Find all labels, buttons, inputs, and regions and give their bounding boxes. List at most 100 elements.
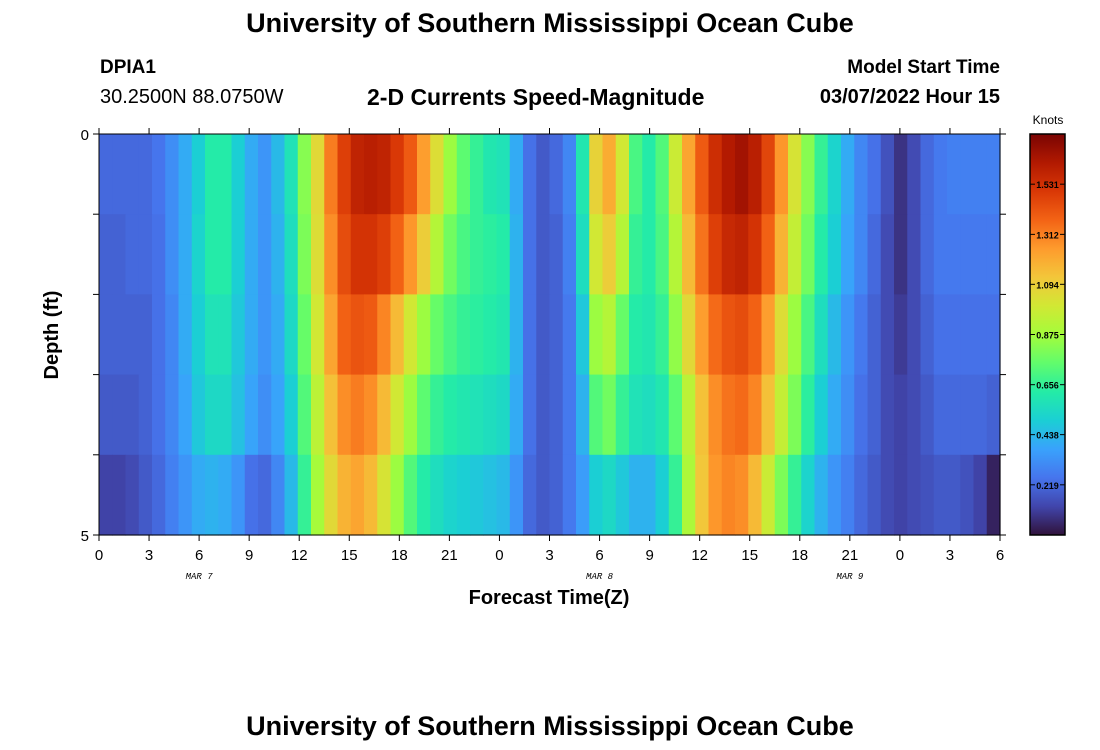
x-tick-label: 3	[545, 547, 553, 564]
x-tick-label: 6	[595, 547, 603, 564]
heatmap-cell	[417, 214, 431, 295]
heatmap-cell	[761, 374, 776, 456]
heatmap-cell	[536, 134, 551, 215]
heatmap-cell	[748, 214, 763, 295]
heatmap-cell	[562, 214, 577, 295]
heatmap-cell	[947, 294, 961, 376]
chart-title: 2-D Currents Speed-Magnitude	[367, 84, 705, 110]
heatmap-cell	[297, 374, 312, 456]
heatmap-cell	[827, 134, 842, 215]
heatmap-cell	[417, 454, 431, 536]
heatmap-cell	[668, 374, 683, 456]
x-tick-label: 15	[741, 547, 758, 564]
heatmap-cell	[682, 454, 696, 536]
heatmap-cell	[271, 134, 286, 215]
heatmap-cell	[920, 454, 935, 536]
heatmap-cell	[907, 214, 922, 295]
heatmap-cell	[708, 134, 723, 215]
heatmap-cell	[483, 454, 498, 536]
heatmap-cell	[152, 214, 166, 295]
heatmap-cell	[973, 294, 988, 376]
heatmap-cell	[509, 214, 524, 295]
heatmap-cell	[258, 214, 272, 295]
heatmap-cell	[350, 294, 365, 376]
heatmap-cell	[178, 134, 193, 215]
heatmap-cell	[311, 294, 325, 376]
heatmap-cell	[205, 134, 219, 215]
heatmap-cell	[682, 294, 696, 376]
x-tick-label: 15	[341, 547, 358, 564]
heatmap-cell	[152, 374, 166, 456]
heatmap-cell	[523, 214, 537, 295]
heatmap-cell	[682, 134, 696, 215]
heatmap-cell	[271, 214, 286, 295]
colorbar-tick-label: 0.219	[1036, 481, 1059, 491]
heatmap-cell	[112, 454, 127, 536]
heatmap-cell	[655, 214, 670, 295]
heatmap-cell	[244, 134, 259, 215]
heatmap-cell	[112, 134, 127, 215]
heatmap-cell	[960, 374, 975, 456]
heatmap-cell	[337, 374, 352, 456]
heatmap-cell	[814, 134, 829, 215]
heatmap-cell	[470, 374, 484, 456]
heatmap-cell	[509, 294, 524, 376]
heatmap-cell	[509, 454, 524, 536]
colorbar-tick-label: 1.531	[1036, 180, 1059, 190]
heatmap-cell	[403, 454, 418, 536]
heatmap-cell	[562, 454, 577, 536]
heatmap-cell	[549, 374, 564, 456]
heatmap-cell	[218, 134, 233, 215]
heatmap-cell	[231, 214, 246, 295]
heatmap-cell	[443, 134, 458, 215]
heatmap-cell	[191, 214, 206, 295]
heatmap-cell	[443, 294, 458, 376]
heatmap-cell	[549, 134, 564, 215]
heatmap-cell	[244, 454, 259, 536]
heatmap-cell	[99, 134, 113, 215]
heatmap-cell	[231, 294, 246, 376]
heatmap-cell	[165, 374, 180, 456]
heatmap-cell	[933, 134, 948, 215]
heatmap-cell	[112, 214, 127, 295]
heatmap-cell	[364, 374, 378, 456]
heatmap-cell	[417, 134, 431, 215]
colorbar-tick-label: 0.875	[1036, 331, 1059, 341]
heatmap-cell	[973, 374, 988, 456]
heatmap-cell	[721, 134, 736, 215]
heatmap-cell	[682, 374, 696, 456]
heatmap-cell	[907, 374, 922, 456]
heatmap-cell	[337, 214, 352, 295]
heatmap-cell	[523, 294, 537, 376]
heatmap-cell	[496, 294, 511, 376]
heatmap-cell	[417, 294, 431, 376]
heatmap-cell	[880, 294, 895, 376]
heatmap-cell	[642, 134, 657, 215]
heatmap-cell	[350, 454, 365, 536]
heatmap-cell	[933, 374, 948, 456]
heatmap-cell	[721, 214, 736, 295]
heatmap-cell	[589, 134, 604, 215]
heatmap-cell	[496, 454, 511, 536]
heatmap-cell	[788, 294, 802, 376]
heatmap-cell	[867, 134, 882, 215]
heatmap-cell	[152, 454, 166, 536]
heatmap-cell	[907, 134, 922, 215]
heatmap-cell	[244, 294, 259, 376]
heatmap-cell	[244, 374, 259, 456]
x-tick-label: 18	[791, 547, 808, 564]
heatmap-cell	[933, 214, 948, 295]
heatmap-cell	[894, 454, 908, 536]
heatmap-cell	[602, 134, 617, 215]
heatmap-cell	[165, 214, 180, 295]
heatmap-cell	[695, 214, 710, 295]
heatmap-cell	[536, 214, 551, 295]
heatmap-cell	[390, 134, 405, 215]
heatmap-cell	[894, 294, 908, 376]
heatmap-cell	[125, 374, 140, 456]
heatmap-cell	[138, 454, 153, 536]
heatmap-cell	[271, 294, 286, 376]
heatmap-cell	[417, 374, 431, 456]
colorbar: Knots 1.531 1.312 1.094 0.875 0.656 0.438 0.21…	[1029, 113, 1066, 536]
heatmap-cell	[271, 374, 286, 456]
